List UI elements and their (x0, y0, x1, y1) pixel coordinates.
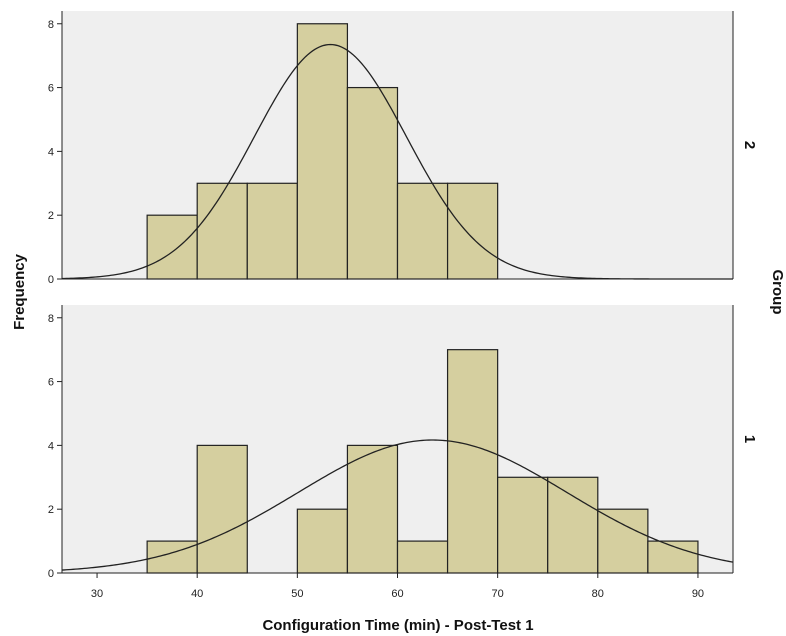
y-tick-label: 8 (48, 313, 54, 325)
histogram-bar (396, 182, 449, 280)
y-tick-label: 4 (48, 440, 54, 452)
x-tick-label: 50 (291, 588, 303, 600)
y-tick-label: 0 (48, 274, 54, 286)
panel-group-2: 0 2 4 6 8 2 (48, 11, 758, 286)
histogram-bar (396, 540, 449, 574)
histogram-bar (497, 476, 549, 574)
y-tick-label: 6 (48, 377, 54, 389)
histogram-bar (196, 182, 248, 280)
y-tick-label: 2 (48, 210, 54, 222)
x-tick-label: 30 (91, 588, 103, 600)
group-label: 2 (741, 141, 758, 149)
histogram-bar (597, 508, 649, 574)
histogram-bar (547, 476, 599, 574)
x-tick-label: 90 (692, 588, 704, 600)
histogram-bar (446, 182, 499, 280)
y-tick-label: 2 (48, 504, 54, 516)
panels: 0 2 4 6 8 2 0 2 4 6 8 1 (48, 11, 758, 580)
x-axis: 30 40 50 60 70 80 90 (91, 573, 704, 600)
y-tick-label: 6 (48, 83, 54, 95)
histogram-bar (296, 508, 349, 574)
x-tick-label: 40 (191, 588, 203, 600)
group-axis-title: Group (769, 270, 786, 315)
x-tick-label: 70 (492, 588, 504, 600)
histogram-bar (296, 23, 349, 280)
x-axis-title: Configuration Time (min) - Post-Test 1 (262, 617, 533, 634)
y-axis-title: Frequency (11, 253, 28, 330)
histogram-bar (346, 444, 399, 574)
histogram-bar (196, 444, 248, 574)
y-tick-label: 0 (48, 568, 54, 580)
histogram-bar (346, 86, 399, 280)
histogram-bar (146, 214, 198, 280)
histogram-bar (246, 182, 298, 280)
x-tick-label: 60 (391, 588, 403, 600)
y-tick-label: 4 (48, 146, 54, 158)
normal-curve (61, 439, 734, 571)
y-tick-label: 8 (48, 19, 54, 31)
panel-group-1: 0 2 4 6 8 1 (48, 305, 758, 580)
x-tick-label: 80 (592, 588, 604, 600)
histogram-bar (446, 349, 499, 574)
group-label: 1 (741, 435, 758, 443)
